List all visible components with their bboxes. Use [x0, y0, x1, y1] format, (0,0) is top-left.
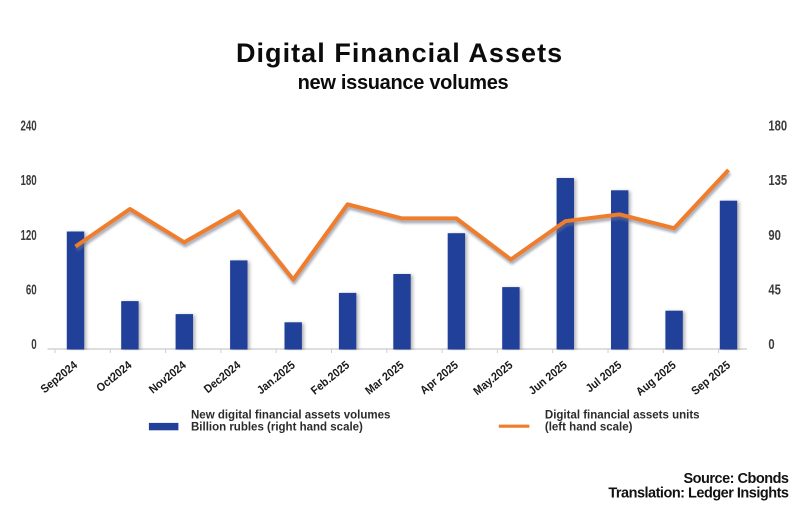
svg-text:New digital financial assets v: New digital financial assets volumes	[191, 409, 390, 421]
svg-text:180: 180	[20, 172, 36, 189]
svg-text:new issuance volumes: new issuance volumes	[298, 72, 509, 94]
svg-text:Digital Financial Assets: Digital Financial Assets	[236, 38, 563, 68]
svg-text:135: 135	[768, 172, 787, 189]
svg-text:Translation: Ledger Insights: Translation: Ledger Insights	[608, 485, 789, 501]
svg-text:Billion rubles (right hand sca: Billion rubles (right hand scale)	[191, 421, 363, 433]
svg-text:Digital financial assets units: Digital financial assets units	[545, 409, 700, 421]
svg-text:Source: Cbonds: Source: Cbonds	[684, 471, 789, 487]
svg-text:45: 45	[768, 281, 781, 298]
svg-text:(left hand scale): (left hand scale)	[545, 421, 633, 433]
svg-text:60: 60	[26, 282, 37, 299]
svg-text:90: 90	[768, 226, 781, 243]
svg-text:240: 240	[20, 118, 36, 135]
svg-text:120: 120	[20, 227, 36, 244]
svg-text:0: 0	[768, 335, 774, 352]
svg-text:0: 0	[31, 336, 36, 353]
svg-text:180: 180	[768, 117, 787, 134]
